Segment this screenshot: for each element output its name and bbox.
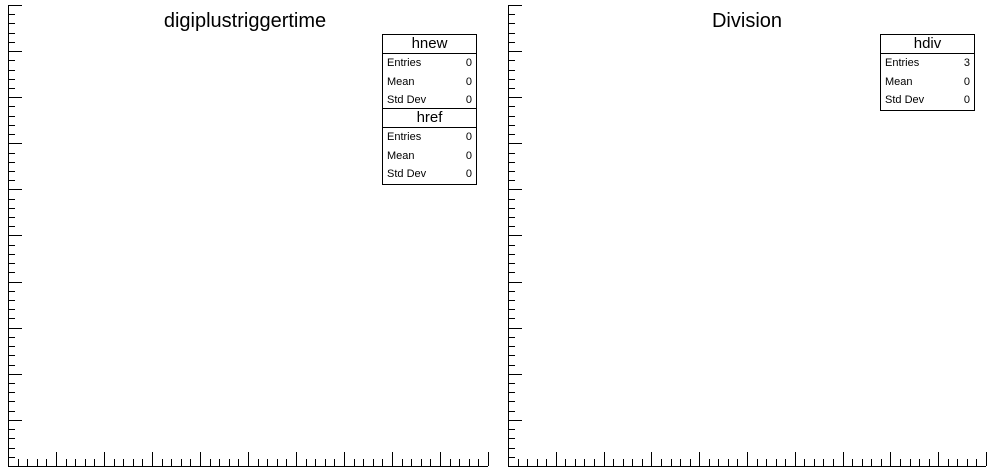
stat-box-hdiv: hdiv Entries 3 Mean 0 Std Dev 0 (880, 34, 975, 111)
stat-value: 0 (465, 94, 472, 106)
stat-value: 0 (465, 149, 472, 162)
stat-box-title: href (383, 109, 476, 128)
stat-value: 0 (963, 75, 970, 88)
stat-label: Std Dev (885, 94, 925, 106)
stat-row-entries: Entries 0 (383, 128, 476, 147)
stat-row-entries: Entries 0 (383, 54, 476, 73)
stat-label: Std Dev (387, 94, 427, 106)
stat-box-hnew: hnew Entries 0 Mean 0 Std Dev 0 (382, 34, 477, 111)
stat-box-href: href Entries 0 Mean 0 Std Dev 0 (382, 108, 477, 185)
stat-value: 0 (465, 57, 472, 69)
stat-row-std-dev: Std Dev 0 (383, 165, 476, 184)
stat-row-entries: Entries 3 (881, 54, 974, 73)
stat-row-mean: Mean 0 (881, 73, 974, 92)
stat-value: 3 (963, 57, 970, 69)
stat-row-mean: Mean 0 (383, 147, 476, 166)
stat-value: 0 (465, 131, 472, 143)
stat-label: Entries (387, 131, 422, 143)
stat-box-title: hdiv (881, 35, 974, 54)
stat-value: 0 (963, 94, 970, 106)
stat-label: Entries (387, 57, 422, 69)
stat-row-mean: Mean 0 (383, 73, 476, 92)
left-plot-title: digiplustriggertime (163, 10, 327, 32)
stat-label: Entries (885, 57, 920, 69)
left-pad: digiplustriggertime hnew Entries 0 Mean … (8, 5, 489, 467)
stat-value: 0 (465, 75, 472, 88)
stat-box-title: hnew (383, 35, 476, 54)
stat-row-std-dev: Std Dev 0 (881, 91, 974, 110)
stat-label: Std Dev (387, 168, 427, 180)
stat-label: Mean (885, 75, 913, 88)
stat-value: 0 (465, 168, 472, 180)
left-plot-axes (8, 5, 489, 467)
right-pad: Division hdiv Entries 3 Mean 0 Std Dev 0 (498, 0, 996, 472)
stat-row-std-dev: Std Dev 0 (383, 91, 476, 110)
stat-label: Mean (387, 75, 415, 88)
right-plot-axes (508, 5, 987, 467)
right-plot-title: Division (711, 10, 783, 32)
stat-label: Mean (387, 149, 415, 162)
